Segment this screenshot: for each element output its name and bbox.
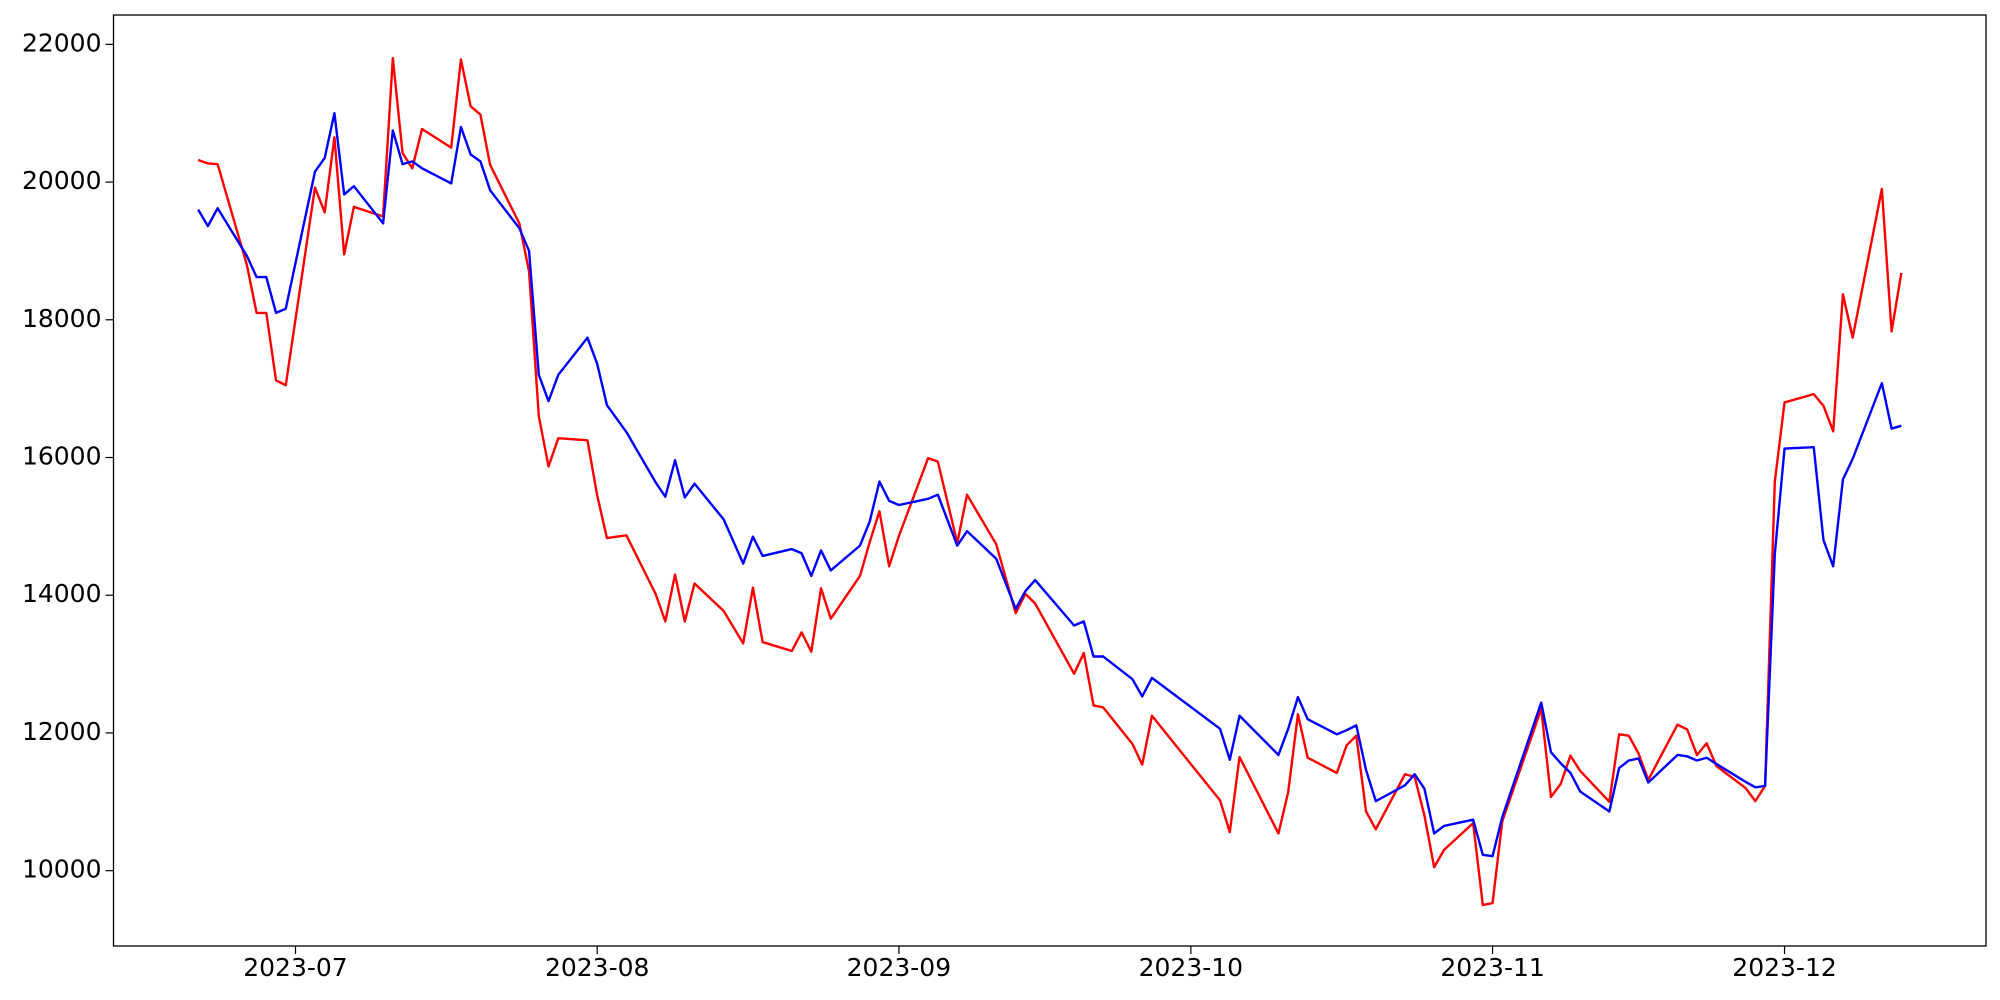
series-line <box>197 56 1903 907</box>
y-tick-label: 22000 <box>22 28 102 57</box>
plot-frame <box>112 14 1987 947</box>
y-tick-label: 18000 <box>22 304 102 333</box>
x-tick-label: 2023-12 <box>1732 953 1836 982</box>
x-tick-label: 2023-09 <box>847 953 951 982</box>
y-tick-label: 10000 <box>22 855 102 884</box>
x-tick-label: 2023-11 <box>1440 953 1544 982</box>
x-tick-label: 2023-07 <box>243 953 347 982</box>
x-tick-label: 2023-10 <box>1139 953 1243 982</box>
y-tick-label: 20000 <box>22 166 102 195</box>
y-tick-label: 16000 <box>22 442 102 471</box>
x-tick-label: 2023-08 <box>545 953 649 982</box>
y-tick-label: 12000 <box>22 717 102 746</box>
y-tick-label: 14000 <box>22 579 102 608</box>
series-line <box>197 112 1902 858</box>
